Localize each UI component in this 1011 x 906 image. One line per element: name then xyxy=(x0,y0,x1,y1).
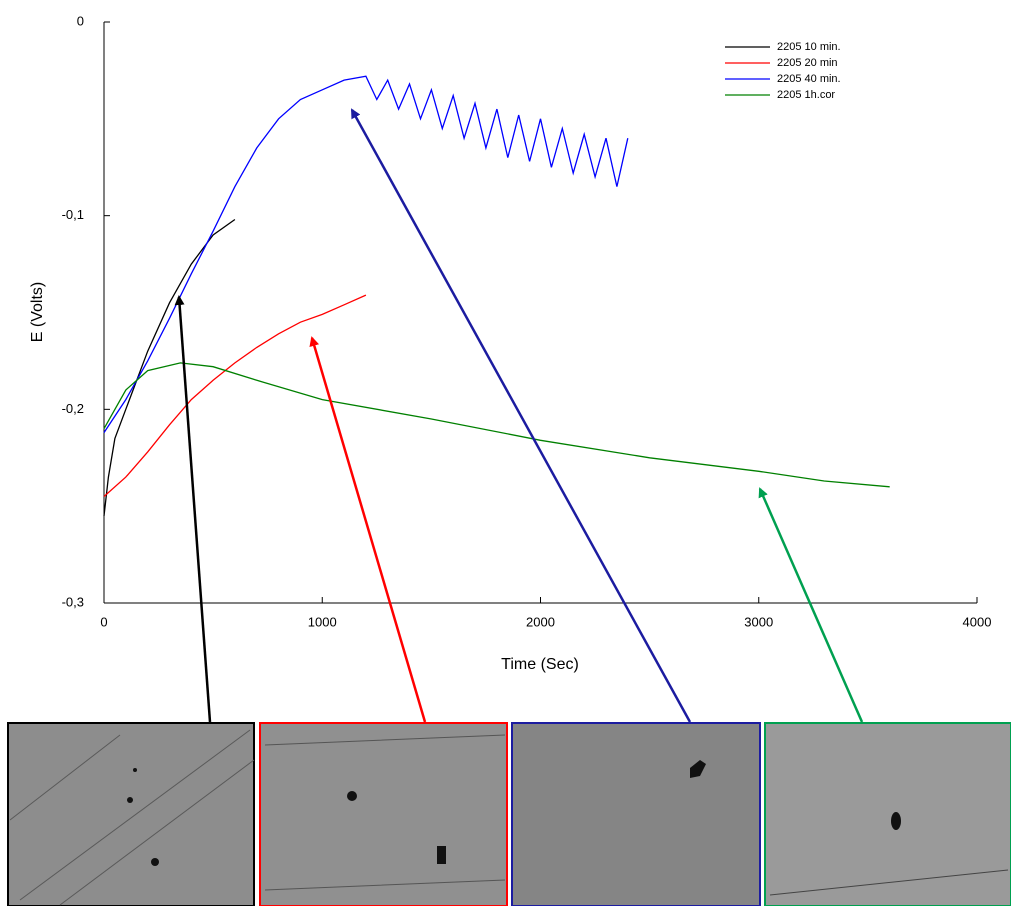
series-line xyxy=(103,362,890,488)
legend-label: 2205 40 min. xyxy=(777,73,841,85)
x-tick-label: 2000 xyxy=(526,614,555,629)
pit xyxy=(127,797,133,803)
y-tick-label: -0,2 xyxy=(62,401,84,416)
x-tick-label: 1000 xyxy=(308,614,337,629)
scratch xyxy=(9,729,255,906)
pit xyxy=(437,846,446,864)
arrow xyxy=(309,336,427,723)
scratch xyxy=(769,869,1009,896)
photo xyxy=(511,722,761,906)
x-axis-label: Time (Sec) xyxy=(501,656,579,673)
y-tick-label: 0 xyxy=(77,13,84,28)
pit xyxy=(133,768,137,772)
arrow xyxy=(350,108,692,723)
y-axis-label: E (Volts) xyxy=(29,282,46,342)
legend-label: 2205 1h.cor xyxy=(777,89,835,101)
photo xyxy=(7,722,255,906)
pit xyxy=(347,791,357,801)
arrow xyxy=(174,295,212,723)
arrow xyxy=(758,487,864,723)
photo xyxy=(259,722,508,906)
legend-label: 2205 20 min xyxy=(777,57,838,69)
pit xyxy=(690,760,706,778)
scratch xyxy=(264,734,506,891)
arrows xyxy=(174,108,864,723)
x-tick-label: 3000 xyxy=(744,614,773,629)
pit xyxy=(151,858,159,866)
legend-label: 2205 10 min. xyxy=(777,41,841,53)
photo xyxy=(764,722,1011,906)
x-tick-label: 4000 xyxy=(963,614,992,629)
pit xyxy=(891,812,901,830)
series-line xyxy=(103,75,629,433)
series-line xyxy=(103,294,367,497)
y-tick-label: -0,1 xyxy=(62,207,84,222)
y-tick-label: -0,3 xyxy=(62,594,84,609)
x-tick-label: 0 xyxy=(100,614,107,629)
photos xyxy=(7,722,1011,906)
